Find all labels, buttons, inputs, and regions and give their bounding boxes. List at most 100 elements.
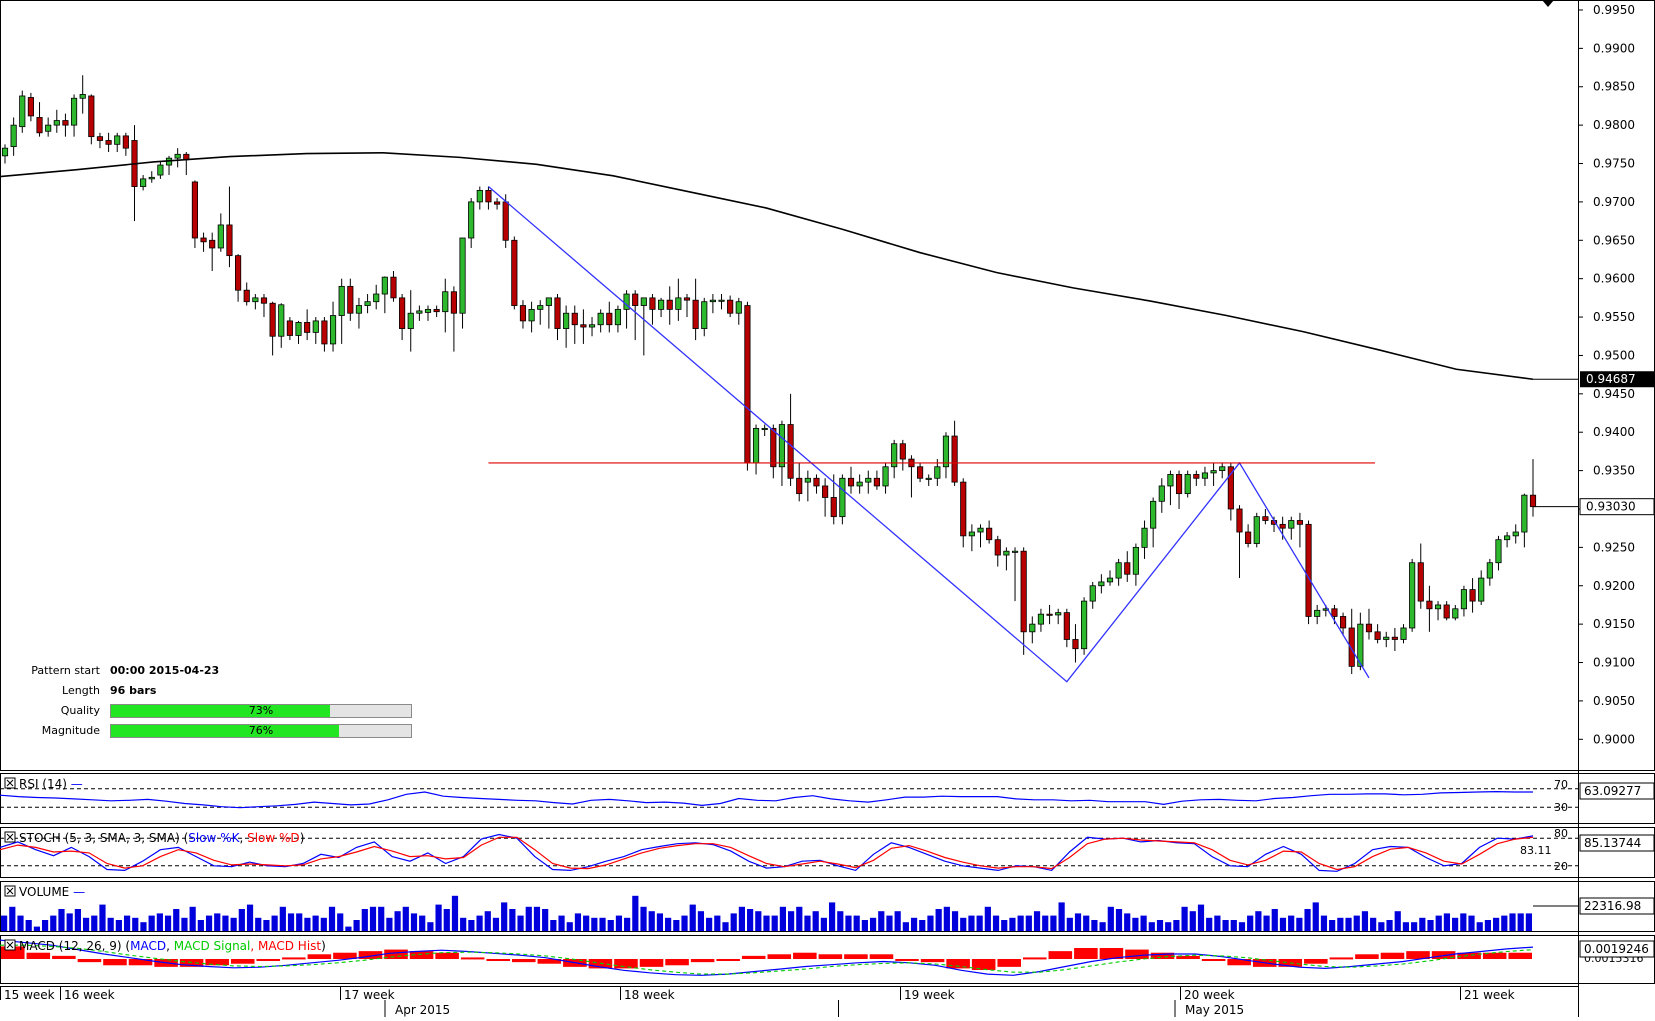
candle-bear bbox=[873, 477, 880, 487]
candle-bull bbox=[1132, 546, 1139, 575]
candle-bear bbox=[632, 293, 639, 306]
price-tick-label: 0.9750 bbox=[1593, 157, 1635, 171]
candle-bull bbox=[1089, 585, 1096, 602]
volume-bar bbox=[599, 917, 606, 931]
price-tick-label: 0.9450 bbox=[1593, 387, 1635, 401]
scroll-marker-icon[interactable] bbox=[1542, 0, 1554, 7]
volume-bar bbox=[894, 911, 901, 931]
volume-bar bbox=[1050, 915, 1057, 931]
rsi-line bbox=[0, 790, 1533, 809]
volume-bar bbox=[230, 917, 237, 931]
candle-bull bbox=[140, 178, 147, 187]
week-label: 18 week bbox=[624, 988, 675, 1002]
macd-hist-bar bbox=[767, 954, 792, 959]
candle-bear bbox=[1175, 474, 1183, 495]
macd-hist-bar bbox=[1150, 952, 1175, 959]
volume-bar bbox=[1312, 902, 1319, 931]
volume-bar bbox=[968, 915, 975, 931]
candle-bull bbox=[735, 301, 742, 314]
moving-average-line bbox=[0, 151, 1534, 381]
volume-bar bbox=[345, 926, 352, 931]
candle-bull bbox=[416, 310, 423, 314]
week-label: 17 week bbox=[344, 988, 395, 1002]
volume-bar bbox=[378, 906, 385, 931]
volume-bar bbox=[1099, 922, 1106, 931]
candle-bear bbox=[1063, 612, 1070, 640]
candle-bear bbox=[321, 320, 328, 345]
macd-hist-bar bbox=[26, 952, 51, 959]
candle-bear bbox=[951, 435, 958, 483]
macd-hist-bar bbox=[333, 952, 357, 959]
candle-bear bbox=[286, 320, 293, 336]
candle-bear bbox=[986, 527, 993, 541]
macd-signal-line bbox=[0, 944, 1534, 975]
candle-bear bbox=[1046, 613, 1053, 616]
pattern-magnitude-label: Magnitude bbox=[41, 724, 100, 737]
candle-bull bbox=[53, 120, 60, 126]
macd-indicator-legend-item: , MACD Hist bbox=[250, 939, 321, 953]
candle-bear bbox=[399, 297, 406, 329]
volume-bar bbox=[74, 909, 81, 931]
volume-bar bbox=[960, 917, 967, 931]
volume-bar bbox=[1181, 906, 1188, 931]
volume-bar bbox=[1091, 920, 1098, 931]
volume-bar bbox=[1156, 920, 1164, 931]
candle-bull bbox=[778, 424, 786, 468]
week-label: 19 week bbox=[904, 988, 955, 1002]
candle-bull bbox=[1253, 516, 1260, 544]
rsi-indicator-title: RSI (14) — bbox=[19, 777, 83, 791]
candle-bear bbox=[191, 181, 198, 239]
macd-hist-bar bbox=[1074, 948, 1098, 959]
pattern-info-panel: Pattern start 00:00 2015-04-23 Length 96… bbox=[0, 660, 420, 750]
macd-hist-bar bbox=[639, 959, 664, 967]
volume-bar bbox=[164, 915, 172, 931]
volume-bar bbox=[173, 909, 180, 931]
volume-bar bbox=[976, 915, 983, 931]
stoch-indicator-legend-item: ) bbox=[300, 831, 305, 845]
candle-bull bbox=[381, 276, 388, 295]
week-label: 21 week bbox=[1464, 988, 1515, 1002]
candle-bull bbox=[373, 293, 380, 303]
main-price-panel bbox=[0, 0, 1655, 771]
candle-bear bbox=[200, 237, 207, 243]
volume-bar bbox=[1320, 915, 1328, 931]
volume-indicator-legend-item: — bbox=[69, 885, 85, 899]
candle-bull bbox=[709, 299, 716, 303]
rsi-level-label: 30 bbox=[1554, 801, 1568, 814]
volume-bar bbox=[697, 911, 705, 931]
month-label: May 2015 bbox=[1185, 1003, 1244, 1017]
volume-bar bbox=[451, 895, 459, 931]
volume-bar bbox=[443, 909, 450, 931]
volume-bar bbox=[919, 920, 926, 931]
candle-bear bbox=[1245, 531, 1252, 544]
pattern-length-row: Length 96 bars bbox=[0, 684, 420, 700]
volume-bar bbox=[771, 915, 778, 931]
candle-bull bbox=[468, 201, 475, 239]
volume-bar bbox=[1025, 915, 1032, 931]
week-label: 15 week bbox=[4, 988, 55, 1002]
volume-bar bbox=[460, 917, 467, 931]
volume-bar bbox=[123, 915, 131, 931]
volume-bar bbox=[1042, 915, 1049, 931]
volume-bar bbox=[1058, 902, 1065, 931]
last-price-value: 0.93030 bbox=[1586, 500, 1636, 514]
rsi-current-tag bbox=[1579, 782, 1655, 800]
candle-bull bbox=[338, 285, 345, 316]
candle-bear bbox=[1279, 523, 1286, 529]
volume-bar bbox=[271, 915, 278, 931]
price-tick-label: 0.9900 bbox=[1593, 41, 1635, 55]
candle-bear bbox=[105, 140, 112, 145]
pattern-start-row: Pattern start 00:00 2015-04-23 bbox=[0, 664, 420, 680]
candle-bull bbox=[1167, 474, 1174, 487]
volume-bar bbox=[1304, 909, 1311, 931]
stoch-indicator-legend-item: ( bbox=[180, 831, 189, 845]
price-tick-label: 0.9000 bbox=[1593, 732, 1635, 746]
stoch-current-tag bbox=[1579, 834, 1655, 852]
macd-indicator-legend-item: ( bbox=[122, 939, 131, 953]
candle-bear bbox=[1124, 562, 1131, 575]
stoch-k-line bbox=[0, 833, 1534, 872]
volume-bar bbox=[509, 909, 516, 931]
candle-bear bbox=[1426, 600, 1433, 610]
volume-bar bbox=[1115, 909, 1123, 931]
